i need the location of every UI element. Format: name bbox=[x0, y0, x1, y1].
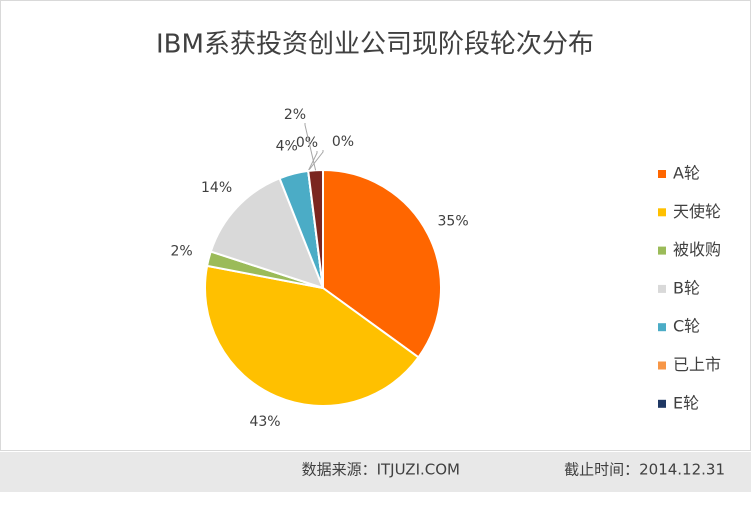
data-label: 0% bbox=[332, 134, 354, 150]
data-label: 2% bbox=[284, 107, 306, 123]
legend-label: E轮 bbox=[673, 393, 699, 412]
pie-slice bbox=[322, 168, 442, 359]
legend-label: 已上市 bbox=[673, 355, 721, 374]
data-label: 43% bbox=[249, 414, 280, 430]
legend-swatch bbox=[658, 361, 666, 370]
legend-label: B轮 bbox=[673, 278, 700, 297]
footer-band bbox=[0, 452, 751, 492]
legend-swatch bbox=[658, 208, 666, 217]
legend-label: 天使轮 bbox=[673, 202, 721, 221]
legend-label: A轮 bbox=[673, 164, 700, 183]
footer-source: 数据来源：ITJUZI.COM bbox=[302, 461, 460, 479]
legend-swatch bbox=[658, 246, 666, 255]
leader-line bbox=[307, 151, 318, 172]
legend-swatch bbox=[658, 399, 666, 408]
footer-date: 截止时间：2014.12.31 bbox=[564, 461, 725, 479]
pie-slice bbox=[209, 176, 325, 290]
legend-label: 被收购 bbox=[673, 240, 721, 259]
leader-line bbox=[307, 150, 324, 172]
data-label: 2% bbox=[170, 244, 192, 260]
pie-slice bbox=[204, 264, 420, 407]
leader-line bbox=[304, 123, 317, 171]
chart-title: IBM系获投资创业公司现阶段轮次分布 bbox=[156, 30, 594, 60]
data-label: 14% bbox=[201, 180, 232, 196]
legend-swatch bbox=[658, 284, 666, 293]
legend-label: C轮 bbox=[673, 317, 700, 336]
data-label: 0% bbox=[296, 135, 318, 151]
data-label: 35% bbox=[438, 214, 469, 230]
data-label: 4% bbox=[276, 139, 298, 155]
legend-swatch bbox=[658, 170, 666, 178]
legend-swatch bbox=[658, 323, 666, 332]
